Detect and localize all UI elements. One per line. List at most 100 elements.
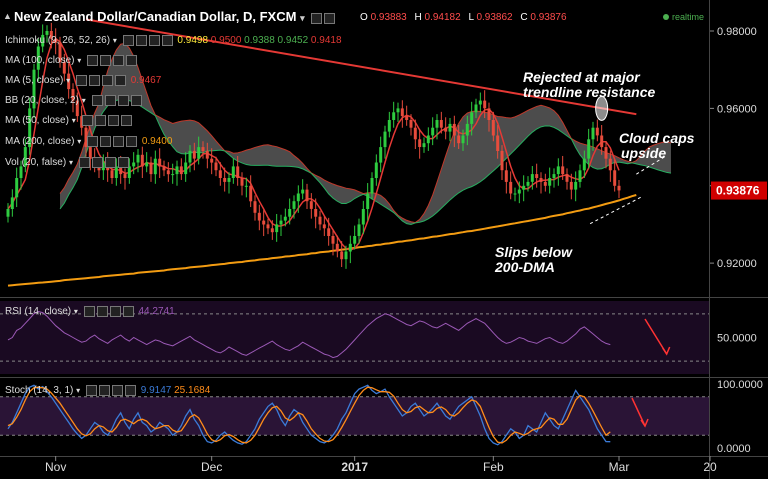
close-icon[interactable] [126,55,138,66]
more-icon[interactable] [109,306,121,317]
candle-body [62,62,66,74]
price-axis-tick: 0.98000 [717,26,757,38]
settings-icon[interactable] [311,13,323,25]
stoch-series-line [7,384,611,446]
chevron-down-icon[interactable]: ▾ [73,307,78,317]
close-icon[interactable] [114,75,126,86]
compare-icon[interactable] [324,13,336,25]
rsi-arrow-head-icon [662,346,671,356]
close-icon[interactable] [117,157,129,168]
eye-icon[interactable] [122,35,134,46]
stoch-axis-tick: 100.0000 [717,379,763,391]
chevron-down-icon[interactable]: ▾ [68,158,73,168]
more-icon[interactable] [104,157,116,168]
candle-body [23,147,27,167]
candle-body [582,158,586,171]
close-icon[interactable] [126,136,138,147]
candle-body [10,197,14,209]
rsi-legend[interactable]: RSI (14, close) ▾ 44.2741 [5,306,175,317]
candle-body [253,201,257,213]
indicator-volume[interactable]: Vol (20, false) ▾ [5,157,131,168]
price-axis-tick: 0.92000 [717,258,757,270]
candle-body [569,181,573,190]
rsi-label: RSI (14, close) [5,306,72,318]
chevron-down-icon[interactable]: ▾ [76,386,81,396]
more-icon[interactable] [113,136,125,147]
candle-body [296,193,300,202]
candle-body [244,185,248,187]
candle-body [600,135,604,148]
high-label: H [414,12,422,23]
indicator-ma100[interactable]: MA (100, close) ▾ [5,55,139,66]
candle-body [591,127,595,140]
more-icon[interactable] [148,35,160,46]
candle-body [19,166,23,178]
settings-icon[interactable] [91,157,103,168]
close-icon[interactable] [124,385,136,396]
close-icon[interactable] [122,306,134,317]
eye-icon[interactable] [91,95,103,106]
candle-body [470,112,474,124]
indicator-ma5[interactable]: MA (5, close) ▾ 0.9467 [5,75,161,86]
candle-body [426,135,430,144]
candle-body [613,170,617,186]
eye-icon[interactable] [85,385,97,396]
more-icon[interactable] [117,95,129,106]
eye-icon[interactable] [87,136,99,147]
settings-icon[interactable] [104,95,116,106]
slips-arrow [588,196,641,225]
candle-body [452,123,456,136]
candle-body [517,189,521,194]
annotation-line: trendline resistance [523,84,656,100]
chevron-down-icon[interactable]: ▾ [66,76,71,86]
eye-icon[interactable] [87,55,99,66]
symbol-dropdown-icon[interactable]: ▾ [300,13,305,23]
candle-body [192,150,196,159]
time-axis-label: Dec [201,460,222,474]
settings-icon[interactable] [96,306,108,317]
settings-icon[interactable] [100,136,112,147]
rsi-axis-tick: 50.0000 [717,333,757,345]
annotation-line: upside [621,145,667,161]
chevron-down-icon[interactable]: ▾ [81,96,86,106]
settings-icon[interactable] [135,35,147,46]
candle-body [444,127,448,132]
more-icon[interactable] [111,385,123,396]
indicator-label: MA (50, close) [5,115,69,127]
settings-icon[interactable] [100,55,112,66]
candle-body [344,251,348,260]
stoch-legend[interactable]: Stoch (14, 3, 1) ▾ 9.9147 25.1684 [5,385,210,396]
indicator-bb[interactable]: BB (20, close, 2) ▾ [5,95,144,106]
indicator-ma50[interactable]: MA (50, close) ▾ [5,115,134,126]
candle-body [75,100,79,117]
close-icon[interactable] [161,35,173,46]
candle-body [548,178,552,186]
eye-icon[interactable] [75,75,87,86]
last-price-label: 0.93876 [716,184,760,198]
annotation-line: Cloud caps [619,130,695,146]
more-icon[interactable] [107,115,119,126]
eye-icon[interactable] [83,306,95,317]
chevron-down-icon[interactable]: ▾ [112,36,117,46]
candle-body [54,38,58,43]
ichimoku-span-a [59,42,672,224]
eye-icon[interactable] [78,157,90,168]
ichimoku-value-3: 0.9388 [244,35,275,47]
close-icon[interactable] [130,95,142,106]
candle-body [41,34,45,47]
eye-icon[interactable] [81,115,93,126]
candle-body [257,212,261,221]
more-icon[interactable] [113,55,125,66]
chevron-down-icon[interactable]: ▾ [71,116,76,126]
close-icon[interactable] [120,115,132,126]
candle-body [127,166,131,178]
settings-icon[interactable] [98,385,110,396]
indicator-ichimoku[interactable]: Ichimoku (9, 26, 52, 26) ▾ 0.9498 0.9500… [5,35,342,46]
settings-icon[interactable] [88,75,100,86]
chevron-down-icon[interactable]: ▾ [77,137,82,147]
collapse-icon[interactable]: ▲ [3,11,12,21]
settings-icon[interactable] [94,115,106,126]
chevron-down-icon[interactable]: ▾ [77,56,82,66]
indicator-ma200[interactable]: MA (200, close) ▾ 0.9400 [5,136,172,147]
more-icon[interactable] [101,75,113,86]
